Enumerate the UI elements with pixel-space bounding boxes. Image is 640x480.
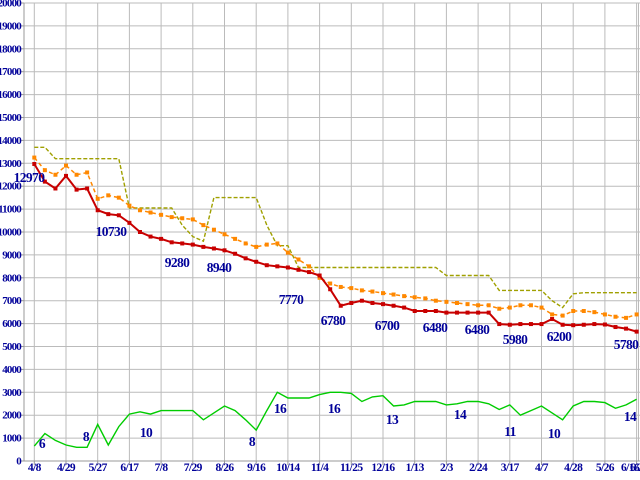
svg-text:11/4: 11/4 [311, 462, 329, 474]
series-green-solid-line [33, 391, 637, 448]
svg-text:2/24: 2/24 [469, 462, 488, 474]
svg-text:3/17: 3/17 [501, 462, 520, 474]
svg-text:18000: 18000 [0, 43, 22, 55]
axes [20, 2, 640, 465]
svg-text:16: 16 [328, 401, 341, 416]
svg-text:14: 14 [624, 409, 637, 424]
svg-text:5980: 5980 [503, 332, 528, 347]
svg-text:7/29: 7/29 [184, 462, 203, 474]
count-annotations: 6 8 10 8 16 16 13 14 11 10 14 [39, 401, 638, 451]
svg-text:8: 8 [249, 434, 256, 449]
svg-text:4/7: 4/7 [535, 462, 549, 474]
svg-text:7000: 7000 [2, 295, 22, 307]
svg-text:15000: 15000 [0, 112, 22, 124]
svg-text:11: 11 [504, 424, 516, 439]
svg-text:16: 16 [274, 401, 287, 416]
svg-text:10: 10 [548, 426, 561, 441]
svg-text:10730: 10730 [96, 224, 128, 239]
svg-text:5/26: 5/26 [596, 462, 615, 474]
svg-text:0: 0 [16, 456, 22, 468]
svg-text:10/14: 10/14 [276, 462, 300, 474]
svg-text:19000: 19000 [0, 20, 22, 32]
svg-text:7/8: 7/8 [155, 462, 169, 474]
svg-text:10000: 10000 [0, 227, 22, 239]
svg-text:2/3: 2/3 [440, 462, 454, 474]
svg-text:10: 10 [140, 425, 153, 440]
x-axis-labels: 4/8 4/29 5/27 6/17 7/8 7/29 8/26 9/16 10/14 11/4 1… [28, 462, 640, 474]
svg-text:4/28: 4/28 [564, 462, 583, 474]
svg-text:12970: 12970 [14, 170, 46, 185]
series-orange-dashed-line [32, 155, 639, 320]
svg-text:13000: 13000 [0, 158, 22, 170]
svg-text:16000: 16000 [0, 89, 22, 101]
svg-text:8: 8 [83, 429, 90, 444]
svg-text:2000: 2000 [2, 410, 22, 422]
svg-text:11000: 11000 [0, 204, 22, 216]
svg-text:5000: 5000 [2, 341, 22, 353]
svg-text:9280: 9280 [165, 255, 190, 270]
svg-text:17000: 17000 [0, 66, 22, 78]
series-red-solid-line [32, 161, 639, 334]
svg-text:5/27: 5/27 [89, 462, 108, 474]
svg-text:12/16: 12/16 [371, 462, 395, 474]
svg-text:13: 13 [386, 412, 399, 427]
price-annotations: 12970 10730 9280 8940 7770 6780 6700 6480 6480 59… [14, 170, 640, 352]
svg-text:1000: 1000 [2, 433, 22, 445]
y-axis-labels: 0 1000 2000 3000 4000 5000 6000 7000 8000 9000 100… [0, 0, 23, 468]
svg-text:6/17: 6/17 [120, 462, 139, 474]
svg-text:14000: 14000 [0, 135, 22, 147]
svg-text:12000: 12000 [0, 181, 22, 193]
svg-text:6/16: 6/16 [621, 462, 640, 474]
svg-text:6480: 6480 [423, 320, 448, 335]
svg-text:20000: 20000 [0, 0, 22, 10]
svg-text:6480: 6480 [465, 322, 490, 337]
gridlines [24, 2, 640, 462]
svg-text:3000: 3000 [2, 387, 22, 399]
svg-text:7770: 7770 [279, 292, 304, 307]
svg-text:6/23: 6/23 [630, 462, 640, 474]
svg-text:1/13: 1/13 [406, 462, 425, 474]
svg-text:8000: 8000 [2, 272, 22, 284]
svg-text:6700: 6700 [375, 318, 400, 333]
svg-text:6000: 6000 [2, 318, 22, 330]
svg-text:5780: 5780 [614, 337, 639, 352]
svg-text:6: 6 [39, 436, 46, 451]
svg-text:9/16: 9/16 [247, 462, 266, 474]
svg-text:8/26: 8/26 [215, 462, 234, 474]
svg-text:11/25: 11/25 [340, 462, 363, 474]
svg-text:4/29: 4/29 [57, 462, 76, 474]
svg-text:4000: 4000 [2, 364, 22, 376]
svg-text:6200: 6200 [547, 329, 572, 344]
svg-text:6780: 6780 [321, 313, 346, 328]
svg-text:4/8: 4/8 [28, 462, 42, 474]
svg-text:8940: 8940 [207, 260, 232, 275]
svg-text:9000: 9000 [2, 249, 22, 261]
svg-text:14: 14 [454, 407, 467, 422]
